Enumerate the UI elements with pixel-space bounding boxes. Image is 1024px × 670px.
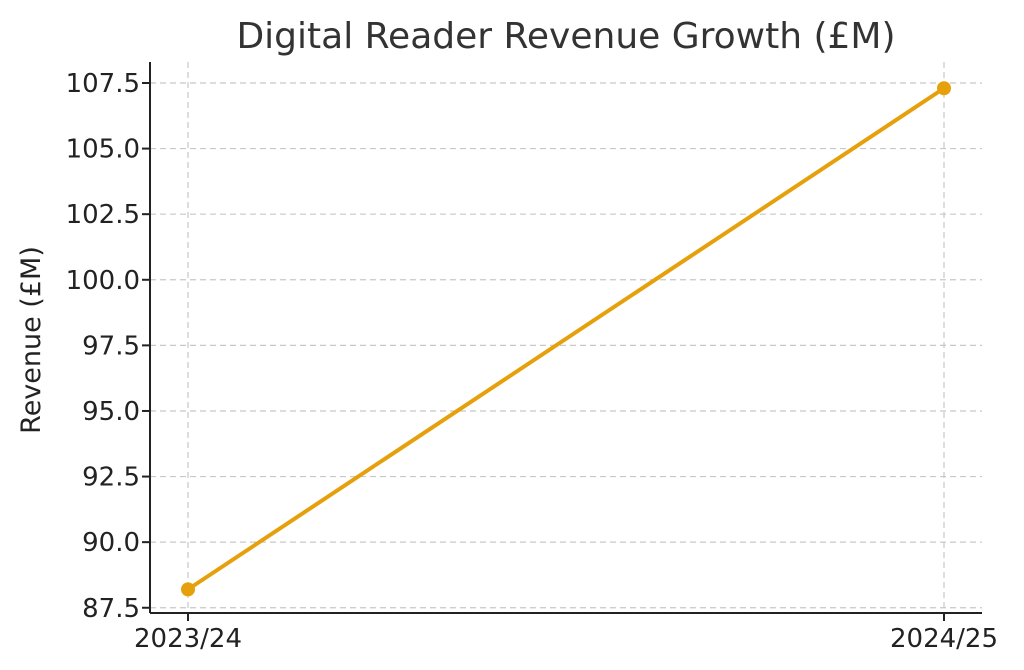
y-tick-label: 95.0 <box>82 397 140 427</box>
y-axis-label: Revenue (£M) <box>16 246 47 434</box>
x-axis-ticks: 2023/24 2024/25 <box>134 613 998 654</box>
y-tick-label: 107.5 <box>66 69 140 99</box>
y-tick-label: 100.0 <box>66 266 140 296</box>
data-point <box>937 81 951 96</box>
y-tick-label: 97.5 <box>82 331 140 361</box>
y-tick-label: 105.0 <box>66 135 140 165</box>
series <box>181 81 951 597</box>
x-tick-label: 2023/24 <box>134 624 242 654</box>
x-tick-label: 2024/25 <box>890 624 998 654</box>
y-axis-ticks: 87.5 90.0 92.5 95.0 97.5 100.0 102.5 105.0 107.5 <box>66 69 150 624</box>
y-tick-label: 87.5 <box>82 594 140 624</box>
axes <box>149 62 982 614</box>
y-tick-label: 92.5 <box>82 463 140 493</box>
series-line <box>186 86 946 592</box>
grid <box>150 62 982 613</box>
chart-title: Digital Reader Revenue Growth (£M) <box>236 16 895 57</box>
y-tick-label: 90.0 <box>82 528 140 558</box>
data-point <box>181 582 195 597</box>
y-tick-label: 102.5 <box>66 200 140 230</box>
